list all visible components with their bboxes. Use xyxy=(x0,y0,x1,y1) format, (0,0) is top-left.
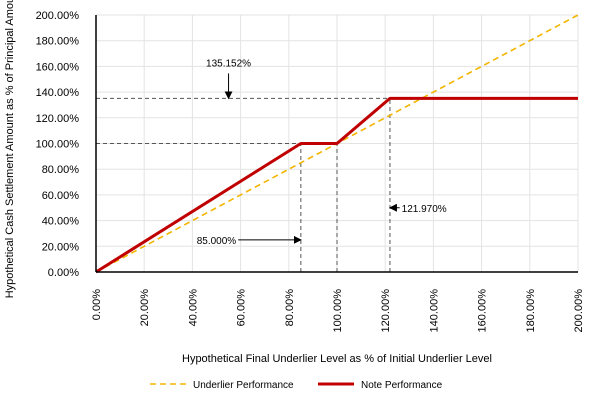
annotation-label: 121.970% xyxy=(402,204,447,215)
x-axis-title: Hypothetical Final Underlier Level as % … xyxy=(182,353,492,365)
legend-label-note: Note Performance xyxy=(361,380,443,391)
annotation-label: 135.152% xyxy=(206,58,251,69)
y-tick-label: 0.00% xyxy=(48,267,79,279)
axes xyxy=(95,15,578,273)
x-tick-label: 140.00% xyxy=(428,289,440,333)
x-tick-label: 60.00% xyxy=(236,289,248,327)
annotations: 135.152% 85.000% 121.970% xyxy=(197,58,447,246)
y-tick-label: 100.00% xyxy=(36,139,80,151)
legend: Underlier Performance Note Performance xyxy=(150,380,443,391)
x-tick-label: 100.00% xyxy=(332,289,344,333)
x-tick-label: 200.00% xyxy=(573,289,585,333)
series-line-note xyxy=(95,96,578,274)
x-tick-label: 160.00% xyxy=(477,289,489,333)
x-tick-label: 20.00% xyxy=(139,289,151,327)
y-tick-label: 80.00% xyxy=(42,164,80,176)
tick-labels: 0.00% 20.00% 40.00% 60.00% 80.00% 100.00% 120.… xyxy=(36,10,585,332)
annotation-label: 85.000% xyxy=(197,236,237,247)
y-tick-label: 160.00% xyxy=(36,61,80,73)
y-tick-label: 200.00% xyxy=(36,10,80,22)
y-tick-label: 120.00% xyxy=(36,113,80,125)
reference-lines xyxy=(96,97,391,272)
y-tick-label: 180.00% xyxy=(36,36,80,48)
x-tick-label: 120.00% xyxy=(380,289,392,333)
x-tick-label: 40.00% xyxy=(187,289,199,327)
y-axis-title: Hypothetical Cash Settlement Amount as %… xyxy=(4,0,16,298)
y-tick-label: 60.00% xyxy=(42,190,80,202)
x-tick-label: 180.00% xyxy=(525,289,537,333)
y-tick-label: 40.00% xyxy=(42,216,80,228)
y-tick-label: 20.00% xyxy=(42,241,80,253)
legend-label-underlier: Underlier Performance xyxy=(193,380,294,391)
y-tick-label: 140.00% xyxy=(36,87,80,99)
x-tick-label: 0.00% xyxy=(91,289,103,320)
series xyxy=(95,14,579,274)
x-tick-label: 80.00% xyxy=(284,289,296,327)
